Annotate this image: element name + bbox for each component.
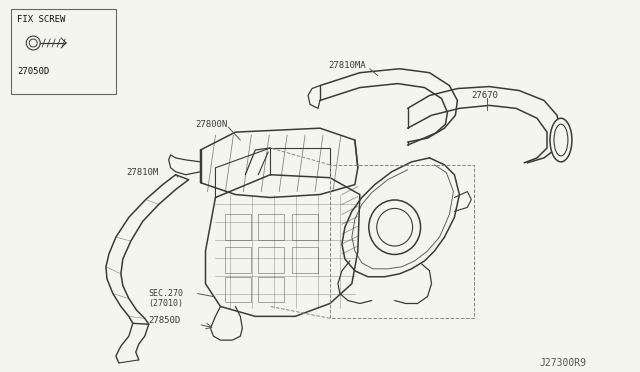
- Text: 27800N: 27800N: [196, 120, 228, 129]
- Bar: [259, 277, 284, 302]
- Ellipse shape: [554, 124, 568, 156]
- Bar: [259, 247, 284, 273]
- Text: J27300R9: J27300R9: [539, 358, 586, 368]
- Text: 27810M: 27810M: [126, 168, 158, 177]
- Text: (27010): (27010): [148, 299, 184, 308]
- Ellipse shape: [377, 208, 413, 246]
- Bar: [12, 9, 116, 93]
- Bar: [292, 214, 318, 240]
- Ellipse shape: [550, 118, 572, 162]
- Text: FIX SCREW: FIX SCREW: [17, 15, 66, 24]
- Bar: [225, 214, 252, 240]
- Ellipse shape: [26, 36, 40, 50]
- Ellipse shape: [29, 39, 37, 47]
- Ellipse shape: [369, 200, 420, 254]
- Bar: [225, 277, 252, 302]
- Text: 27050D: 27050D: [17, 67, 49, 76]
- Text: 27850D: 27850D: [148, 316, 181, 326]
- Bar: [225, 247, 252, 273]
- Bar: [292, 247, 318, 273]
- Text: SEC.270: SEC.270: [148, 289, 184, 298]
- Bar: [259, 214, 284, 240]
- Text: 27670: 27670: [471, 90, 498, 100]
- Text: 27810MA: 27810MA: [328, 61, 365, 70]
